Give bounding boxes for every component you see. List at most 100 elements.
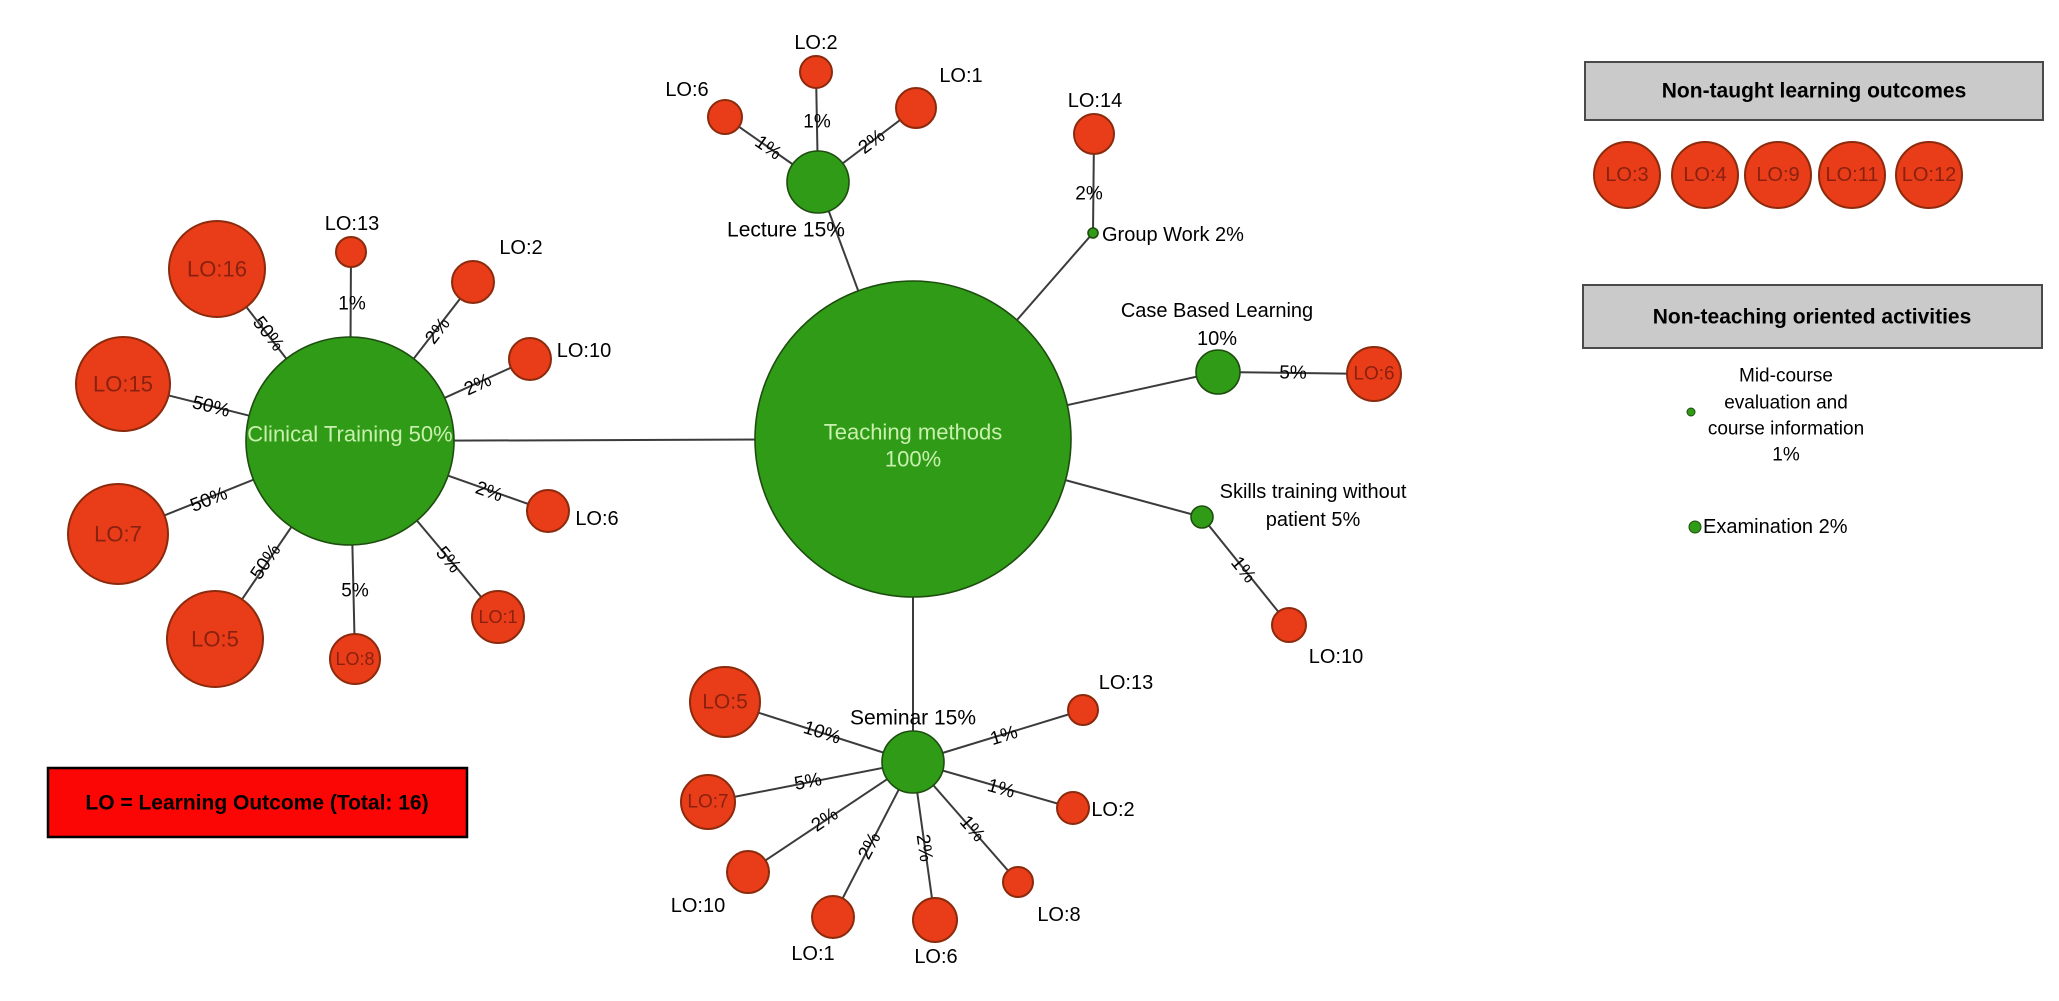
node-label-slo2: LO:2 xyxy=(1091,799,1134,821)
link-label-seminar-slo10: 2% xyxy=(808,804,843,837)
node-label-blo6: LO:6 xyxy=(1353,364,1394,385)
legend-box xyxy=(46,766,469,839)
non-teaching-title: Non-teaching oriented activities xyxy=(1653,306,1972,329)
node-label-clo16: LO:16 xyxy=(187,257,247,282)
node-teaching xyxy=(754,280,1072,598)
node-slo6 xyxy=(912,897,958,943)
link-label-clinical-clo8: 5% xyxy=(341,581,369,602)
node-label-clo1: LO:1 xyxy=(478,607,517,627)
node-label-slo5: LO:5 xyxy=(702,691,748,714)
node-label-gw_dot: Group Work 2% xyxy=(1102,224,1244,246)
node-clo8 xyxy=(329,633,381,685)
node-clo7 xyxy=(67,483,169,585)
node-slo7 xyxy=(680,774,736,830)
node-blo6 xyxy=(1346,346,1402,402)
node-slo5 xyxy=(689,666,761,738)
non-teaching-box xyxy=(1582,284,2043,349)
node-label-llo1: LO:1 xyxy=(939,65,982,87)
node-llo6 xyxy=(707,99,743,135)
link-label-clinical-clo10: 2% xyxy=(461,370,495,401)
node-label-slo13: LO:13 xyxy=(1099,672,1153,694)
node-slo10 xyxy=(726,850,770,894)
node-clo2 xyxy=(451,260,495,304)
node-label-cbl-2: 10% xyxy=(1197,328,1237,350)
node-label-clo8: LO:8 xyxy=(335,649,374,669)
node-clo16 xyxy=(168,220,266,318)
node-label-teaching-2: 100% xyxy=(885,447,941,472)
node-llo14 xyxy=(1073,113,1115,155)
midcourse-line-3: course information xyxy=(1708,419,1864,440)
node-clinical xyxy=(245,336,455,546)
link-label-clinical-clo15: 50% xyxy=(190,392,232,422)
node-label-llo2: LO:2 xyxy=(794,32,837,54)
link-label-gw_dot-llo14: 2% xyxy=(1075,184,1103,205)
node-gw_dot xyxy=(1087,227,1099,239)
node-label-slo6: LO:6 xyxy=(914,946,957,968)
link-label-seminar-slo13: 1% xyxy=(988,722,1021,750)
midcourse-dot-icon xyxy=(1686,407,1696,417)
node-slo13 xyxy=(1067,694,1099,726)
node-slo2 xyxy=(1056,791,1090,825)
midcourse-line-2: evaluation and xyxy=(1724,393,1848,414)
link-label-seminar-slo1: 2% xyxy=(854,829,885,863)
node-label-nt_lo12: LO:12 xyxy=(1902,164,1956,186)
non-taught-title: Non-taught learning outcomes xyxy=(1662,80,1967,103)
node-label-seminar: Seminar 15% xyxy=(850,707,976,730)
link-label-cbl-blo6: 5% xyxy=(1279,362,1307,383)
link-label-lecture-llo2: 1% xyxy=(803,112,831,133)
link-label-seminar-slo7: 5% xyxy=(793,769,824,795)
node-seminar xyxy=(881,730,945,794)
node-label-cbl-1: Case Based Learning xyxy=(1121,300,1313,322)
node-llo2 xyxy=(799,55,833,89)
node-nt_lo11 xyxy=(1818,141,1886,209)
node-cbl xyxy=(1195,349,1241,395)
link-skills-klo10 xyxy=(1201,516,1290,626)
node-label-clo7: LO:7 xyxy=(94,522,142,547)
link-label-clinical-clo13: 1% xyxy=(338,294,366,315)
link-label-seminar-slo5: 10% xyxy=(801,717,844,749)
node-skills xyxy=(1190,505,1214,529)
node-label-clo6: LO:6 xyxy=(575,508,618,530)
midcourse-line-1: Mid-course xyxy=(1739,366,1833,387)
node-label-slo7: LO:7 xyxy=(687,792,728,813)
node-slo8 xyxy=(1002,866,1034,898)
node-clo1 xyxy=(471,590,525,644)
node-label-nt_lo3: LO:3 xyxy=(1605,164,1648,186)
node-label-llo14: LO:14 xyxy=(1068,90,1122,112)
link-label-seminar-slo2: 1% xyxy=(985,775,1017,803)
node-klo10 xyxy=(1271,607,1307,643)
node-label-slo8: LO:8 xyxy=(1037,904,1080,926)
node-nt_lo12 xyxy=(1895,141,1963,209)
examination-label: Examination 2% xyxy=(1703,516,1848,538)
link-label-lecture-llo1: 2% xyxy=(855,125,890,158)
node-label-nt_lo9: LO:9 xyxy=(1756,164,1799,186)
node-label-clo15: LO:15 xyxy=(93,372,153,397)
link-label-clinical-clo7: 50% xyxy=(187,483,230,517)
link-seminar-slo7 xyxy=(707,761,914,803)
node-nt_lo3 xyxy=(1593,141,1661,209)
node-label-lecture: Lecture 15% xyxy=(727,219,845,242)
link-label-clinical-clo5: 50% xyxy=(247,540,286,583)
examination-dot-icon xyxy=(1688,520,1702,534)
link-seminar-slo10 xyxy=(747,761,914,873)
midcourse-line-4: 1% xyxy=(1772,445,1800,466)
legend-text: LO = Learning Outcome (Total: 16) xyxy=(85,792,428,815)
node-clo5 xyxy=(166,590,264,688)
node-clo15 xyxy=(75,336,171,432)
node-nt_lo9 xyxy=(1744,141,1812,209)
node-label-klo10: LO:10 xyxy=(1309,646,1363,668)
node-label-clo5: LO:5 xyxy=(191,627,239,652)
node-llo1 xyxy=(895,87,937,129)
node-clo6 xyxy=(526,489,570,533)
node-label-clinical: Clinical Training 50% xyxy=(247,422,452,447)
node-slo1 xyxy=(811,895,855,939)
node-label-clo10: LO:10 xyxy=(557,340,611,362)
link-label-clinical-clo6: 2% xyxy=(473,478,506,507)
node-label-clo2: LO:2 xyxy=(499,237,542,259)
node-label-skills-1: Skills training without xyxy=(1220,481,1407,503)
link-label-clinical-clo16: 50% xyxy=(248,313,288,356)
node-label-nt_lo11: LO:11 xyxy=(1826,164,1879,186)
node-label-teaching-1: Teaching methods xyxy=(824,420,1003,445)
